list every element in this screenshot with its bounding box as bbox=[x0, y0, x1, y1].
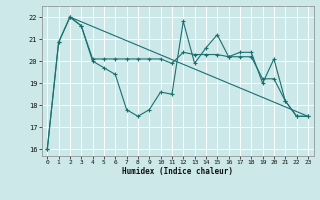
X-axis label: Humidex (Indice chaleur): Humidex (Indice chaleur) bbox=[122, 167, 233, 176]
